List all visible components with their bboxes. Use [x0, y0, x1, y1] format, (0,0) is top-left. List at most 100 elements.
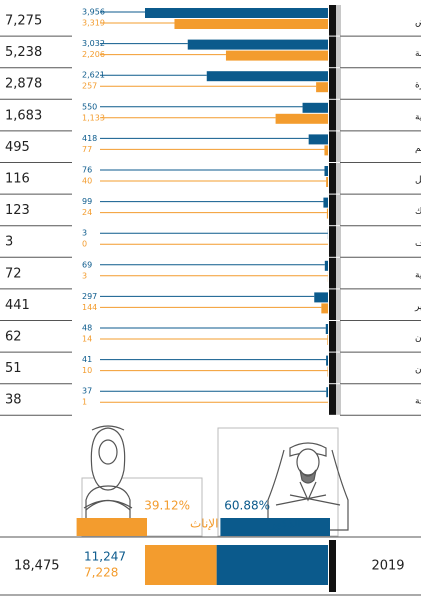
bar: [325, 324, 328, 334]
row-axis: [329, 352, 336, 384]
bar: [308, 134, 328, 145]
value-label: 550: [82, 102, 97, 111]
region-name: الحدود الشمالية: [415, 270, 421, 280]
row-axis: [329, 163, 336, 194]
value-label: 77: [82, 145, 92, 154]
share-label: 39.12%: [144, 499, 190, 513]
summary-value: 11,247: [84, 550, 126, 564]
bar: [324, 166, 328, 176]
bar: [225, 50, 328, 61]
value-label: 3,319: [82, 19, 105, 28]
region-name: الجوف: [415, 239, 421, 249]
male-figure: [267, 442, 349, 531]
value-label: 3,956: [82, 8, 105, 17]
region-name: مكة المكرمة: [415, 49, 421, 59]
value-label: 24: [82, 208, 92, 217]
region-name: الباحة: [415, 397, 421, 407]
value-label: 40: [82, 177, 92, 186]
summary-value: 7,228: [84, 566, 118, 580]
region-name: تبوك: [415, 207, 421, 217]
value-label: 76: [82, 166, 92, 175]
bar: [316, 82, 328, 93]
row-axis: [329, 321, 336, 352]
value-label: 99: [82, 197, 92, 206]
value-label: 41: [82, 355, 92, 364]
row-axis: [329, 257, 336, 289]
bar: [324, 145, 328, 156]
summary-bar: [145, 545, 217, 585]
bar: [174, 19, 328, 29]
row-axis: [329, 68, 336, 99]
summary-bar: [216, 545, 328, 585]
value-label: 2,621: [82, 71, 105, 80]
row-axis: [329, 289, 336, 320]
region-total: 38: [5, 393, 22, 408]
legend-label: الإناث: [190, 517, 218, 531]
region-total: 5,238: [5, 45, 42, 60]
region-total: 7,275: [5, 14, 42, 29]
row-axis: [329, 194, 336, 226]
region-total: 1,683: [5, 108, 42, 123]
region-name: المدينة المنورة: [415, 81, 421, 91]
region-total: 2,878: [5, 77, 42, 92]
value-label: 297: [82, 292, 97, 301]
share-label: 60.88%: [224, 499, 270, 513]
value-label: 69: [82, 260, 92, 269]
row-axis: [329, 5, 336, 36]
region-name: نجران: [415, 365, 421, 375]
region-name: جازان: [415, 334, 421, 344]
region-total: 3: [5, 235, 13, 250]
region-name: الرياض: [415, 18, 421, 28]
value-label: 1: [82, 398, 87, 407]
region-name: حائل: [415, 176, 421, 186]
bar: [302, 102, 328, 113]
legend-label: الذكور: [269, 517, 301, 532]
value-label: 3: [82, 229, 87, 238]
region-name: عسير: [414, 302, 421, 312]
row-axis: [329, 36, 336, 68]
region-total: 123: [5, 203, 30, 218]
share-bar: [220, 518, 330, 536]
value-label: 418: [82, 134, 97, 143]
region-total: 441: [5, 298, 30, 313]
female-figure: [83, 425, 133, 520]
region-total: 72: [5, 266, 22, 281]
value-label: 48: [82, 324, 92, 333]
value-label: 3: [82, 271, 87, 280]
bar: [323, 197, 328, 208]
summary-total: 18,475: [14, 559, 60, 574]
value-label: 2,206: [82, 50, 105, 59]
bar: [326, 208, 328, 219]
region-total: 116: [5, 172, 30, 187]
value-label: 14: [82, 335, 92, 344]
bar: [314, 292, 328, 303]
region-name: المنطقة الشرقية: [415, 112, 421, 122]
value-label: 0: [82, 240, 87, 249]
bar: [326, 177, 328, 187]
summary-axis: [329, 540, 336, 592]
bar: [321, 303, 328, 314]
value-label: 1,133: [82, 113, 105, 122]
bar: [206, 71, 328, 82]
value-label: 37: [82, 387, 92, 396]
row-axis: [329, 99, 336, 131]
bar: [327, 335, 328, 345]
bar: [326, 355, 328, 366]
year: 2019: [371, 559, 404, 574]
bar: [187, 39, 328, 50]
bar: [145, 8, 328, 18]
row-axis: [329, 384, 336, 415]
region-total: 62: [5, 330, 22, 345]
value-label: 3,032: [82, 39, 105, 48]
bar: [324, 260, 328, 271]
row-axis: [329, 131, 336, 162]
region-total: 51: [5, 361, 22, 376]
value-label: 10: [82, 366, 92, 375]
region-name: القصيم: [415, 144, 421, 154]
row-axis: [329, 226, 336, 257]
share-bar: [76, 518, 147, 536]
bar: [326, 387, 328, 398]
value-label: 257: [82, 82, 97, 91]
value-label: 144: [82, 303, 97, 312]
